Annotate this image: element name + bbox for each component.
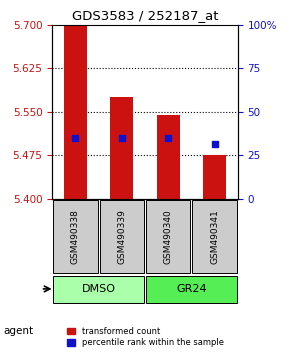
Bar [110,97,133,199]
Point [73,135,78,141]
FancyBboxPatch shape [53,200,98,273]
FancyBboxPatch shape [146,200,191,273]
FancyBboxPatch shape [53,276,144,303]
Text: GSM490341: GSM490341 [210,209,219,264]
Text: GSM490340: GSM490340 [164,209,173,264]
Text: GSM490339: GSM490339 [117,209,126,264]
Text: agent: agent [3,326,33,336]
Text: DMSO: DMSO [81,284,116,294]
Point [166,135,171,141]
Bar [203,155,226,199]
Title: GDS3583 / 252187_at: GDS3583 / 252187_at [72,9,218,22]
Text: GSM490338: GSM490338 [71,209,80,264]
FancyBboxPatch shape [99,200,144,273]
Text: GR24: GR24 [176,284,207,294]
FancyBboxPatch shape [192,200,237,273]
Point [212,141,217,146]
Legend: transformed count, percentile rank within the sample: transformed count, percentile rank withi… [64,324,226,350]
Point [119,135,124,141]
Bar [64,25,87,199]
FancyBboxPatch shape [146,276,237,303]
Bar [157,115,180,199]
